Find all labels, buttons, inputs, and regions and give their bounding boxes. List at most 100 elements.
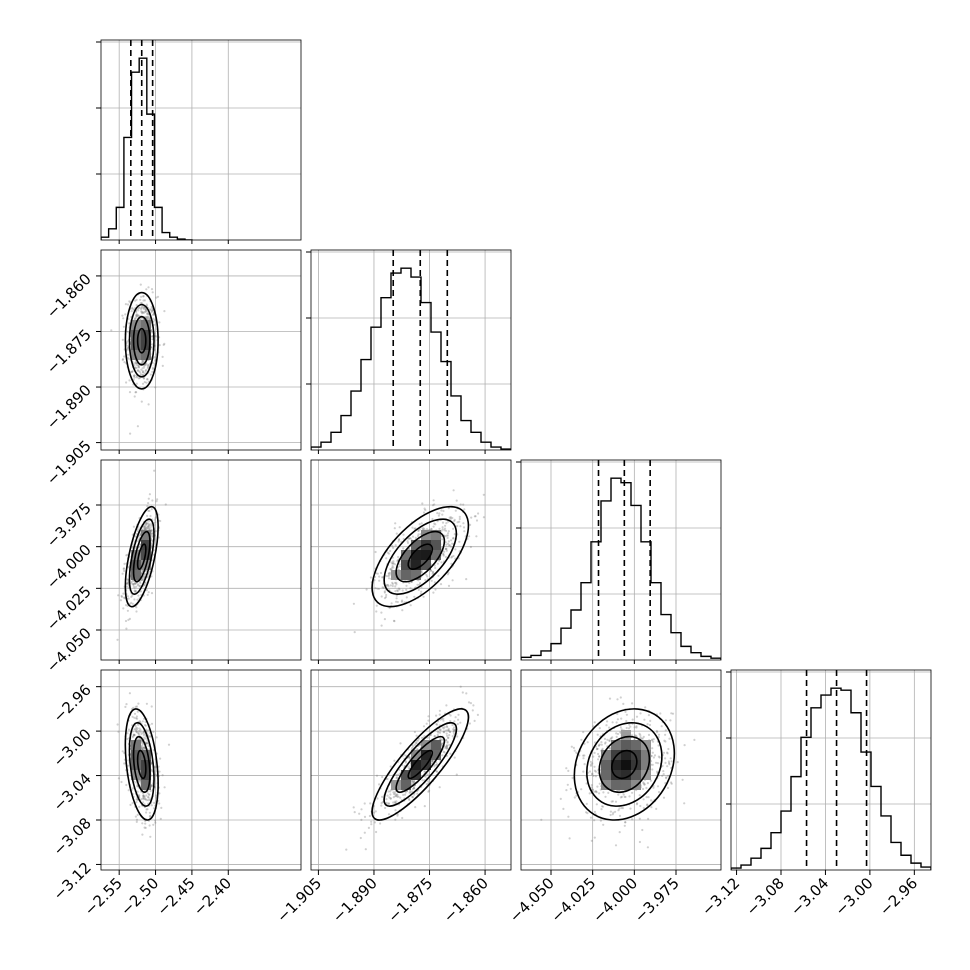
scatter-point: [583, 763, 586, 766]
y-tick-label: −2.96: [50, 681, 95, 726]
scatter-point: [129, 803, 132, 807]
scatter-point: [385, 798, 388, 801]
scatter-point: [140, 301, 143, 305]
scatter-point: [609, 746, 612, 750]
scatter-point: [141, 720, 144, 723]
scatter-point: [145, 521, 148, 525]
y-axis-2: −1.905−1.890−1.875−1.860: [43, 270, 101, 489]
scatter-point: [122, 607, 125, 610]
scatter-point: [142, 371, 145, 374]
scatter-point: [143, 311, 146, 314]
scatter-point: [148, 524, 151, 527]
scatter-point: [142, 746, 145, 749]
scatter-point: [135, 391, 138, 394]
scatter-point: [143, 372, 147, 375]
scatter-point: [150, 529, 153, 533]
scatter-point: [136, 369, 139, 372]
density-cell: [421, 750, 431, 760]
scatter-point: [639, 736, 642, 739]
scatter-point: [635, 726, 638, 729]
scatter-point: [155, 500, 158, 503]
scatter-point: [417, 529, 420, 533]
scatter-point: [614, 800, 618, 803]
scatter-point: [143, 525, 146, 529]
scatter-point: [148, 798, 151, 801]
scatter-point: [657, 733, 661, 736]
scatter-point: [387, 813, 391, 816]
scatter-point: [666, 752, 669, 755]
scatter-point: [136, 584, 139, 587]
density-content: [116, 692, 171, 838]
scatter-point: [360, 818, 363, 822]
scatter-point: [141, 360, 144, 363]
scatter-point: [639, 734, 642, 737]
scatter-point: [134, 546, 137, 549]
scatter-point: [585, 782, 588, 785]
scatter-point: [640, 737, 643, 740]
scatter-point: [133, 317, 136, 320]
scatter-point: [600, 743, 603, 746]
histogram-step-line: [311, 267, 511, 450]
scatter-point: [445, 732, 448, 735]
scatter-point: [126, 737, 129, 741]
scatter-point: [446, 542, 450, 545]
scatter-point: [664, 757, 667, 760]
scatter-point: [452, 726, 456, 729]
scatter-point: [462, 526, 466, 529]
scatter-point: [645, 796, 648, 799]
scatter-point: [409, 764, 412, 768]
scatter-point: [398, 588, 401, 591]
scatter-point: [618, 831, 621, 834]
scatter-point: [136, 727, 139, 730]
scatter-point: [123, 596, 126, 599]
contour-line: [132, 315, 151, 366]
scatter-point: [420, 571, 423, 574]
histogram-step-line: [731, 687, 931, 870]
scatter-point: [413, 527, 416, 530]
scatter-point: [641, 828, 644, 832]
scatter-point: [625, 726, 628, 730]
scatter-point: [146, 808, 149, 811]
scatter-point: [133, 374, 136, 377]
scatter-point: [150, 524, 153, 527]
scatter-point: [151, 309, 154, 312]
scatter-point: [145, 522, 148, 525]
scatter-point: [142, 311, 145, 314]
scatter-point: [138, 727, 141, 730]
scatter-point: [151, 331, 154, 334]
scatter-point: [147, 796, 150, 799]
scatter-point: [150, 309, 153, 313]
scatter-point: [565, 789, 568, 792]
scatter-point: [153, 319, 156, 322]
scatter-point: [380, 624, 383, 627]
scatter-point: [379, 571, 383, 575]
scatter-point: [624, 821, 627, 824]
scatter-point: [407, 797, 411, 800]
scatter-point: [146, 527, 149, 530]
scatter-point: [159, 757, 162, 760]
contour-line: [124, 505, 159, 608]
scatter-point: [375, 774, 379, 777]
scatter-point: [415, 741, 418, 745]
scatter-point: [594, 790, 598, 793]
scatter-point: [652, 786, 655, 789]
scatter-point: [121, 358, 125, 361]
scatter-point: [133, 734, 136, 737]
scatter-point: [387, 802, 390, 806]
scatter-point: [664, 761, 667, 765]
x-tick-label: −2.96: [876, 874, 921, 919]
scatter-point: [143, 748, 146, 751]
scatter-point: [126, 609, 129, 612]
scatter-point: [444, 524, 447, 527]
scatter-point: [135, 313, 138, 316]
scatter-point: [126, 353, 129, 356]
scatter-point: [386, 551, 389, 554]
scatter-point: [455, 773, 458, 776]
scatter-point: [411, 790, 414, 793]
scatter-point: [128, 617, 131, 621]
x-tick-label: −3.04: [787, 874, 832, 919]
x-tick-label: −4.050: [506, 874, 558, 926]
scatter-point: [128, 379, 131, 382]
density-cell: [411, 560, 421, 570]
